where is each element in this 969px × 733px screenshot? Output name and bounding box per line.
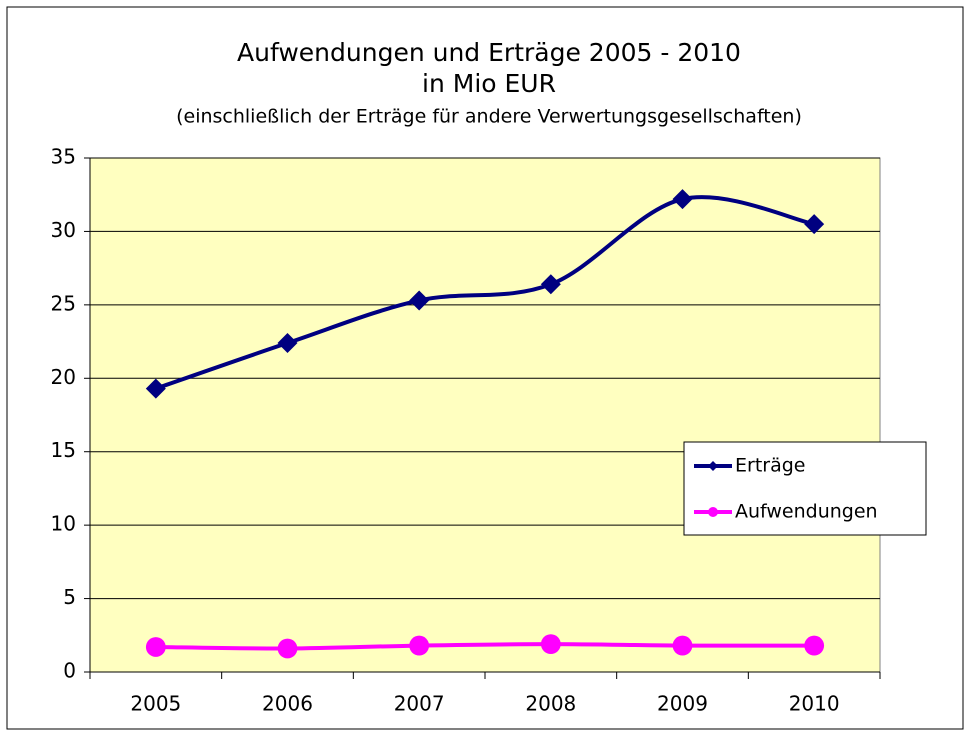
chart-title: Aufwendungen und Erträge 2005 - 2010	[237, 38, 741, 67]
y-tick-label: 35	[51, 145, 76, 169]
y-tick-label: 0	[63, 659, 76, 683]
series-line	[155, 195, 815, 391]
y-tick-label: 10	[51, 512, 76, 536]
data-point	[409, 635, 430, 656]
data-point	[277, 333, 298, 354]
y-tick-label: 25	[51, 291, 76, 315]
data-point	[804, 635, 825, 656]
legend-label: Aufwendungen	[735, 501, 878, 523]
legend-marker	[708, 461, 718, 471]
y-tick-label: 20	[51, 365, 76, 389]
data-point	[540, 634, 561, 654]
x-tick-label: 2005	[130, 692, 181, 716]
data-point	[145, 637, 166, 657]
y-tick-label: 15	[51, 438, 76, 462]
legend	[683, 441, 927, 536]
x-tick-label: 2007	[394, 692, 445, 716]
legend-label: Erträge	[735, 455, 805, 477]
x-tick-label: 2010	[789, 692, 840, 716]
legend-marker	[708, 507, 718, 517]
data-point	[145, 378, 166, 399]
plot-area	[89, 157, 881, 673]
x-tick-label: 2006	[262, 692, 313, 716]
chart-subtitle: in Mio EUR	[422, 69, 556, 98]
data-point	[277, 638, 298, 659]
data-point	[672, 189, 693, 210]
y-tick-label: 30	[51, 218, 76, 242]
data-point	[409, 290, 430, 311]
x-tick-label: 2009	[657, 692, 708, 716]
data-point	[540, 274, 561, 295]
data-point	[804, 214, 825, 235]
x-tick-label: 2008	[525, 692, 576, 716]
series-line	[155, 642, 815, 651]
y-tick-label: 5	[63, 585, 76, 609]
data-point	[672, 635, 693, 656]
chart-annotation: (einschließlich der Erträge für andere V…	[176, 106, 802, 128]
